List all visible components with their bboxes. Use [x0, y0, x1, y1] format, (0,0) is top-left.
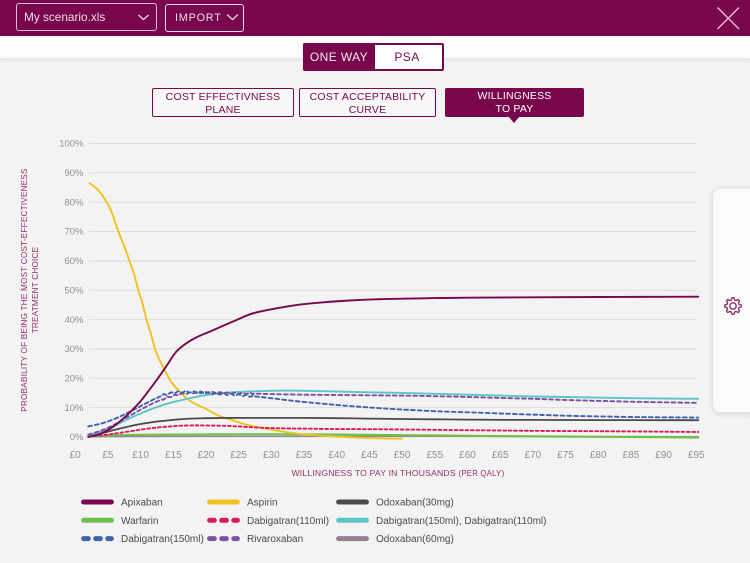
svg-text:Aspirin: Aspirin	[247, 498, 278, 509]
svg-text:Rivaroxaban: Rivaroxaban	[247, 534, 303, 545]
svg-text:10%: 10%	[64, 403, 84, 414]
svg-text:90%: 90%	[64, 168, 84, 179]
svg-text:60%: 60%	[64, 256, 84, 267]
svg-text:50%: 50%	[64, 285, 84, 296]
svg-text:WILLINGNESS TO PAY IN THOUSAND: WILLINGNESS TO PAY IN THOUSANDS (PER QAL…	[291, 468, 504, 478]
svg-text:£85: £85	[623, 450, 640, 461]
svg-text:£55: £55	[426, 450, 443, 461]
svg-text:£30: £30	[263, 450, 280, 461]
svg-text:Dabigatran(150ml): Dabigatran(150ml)	[121, 534, 204, 545]
svg-text:£45: £45	[361, 450, 378, 461]
svg-text:Dabigatran(150ml), Dabigatran(: Dabigatran(150ml), Dabigatran(110ml)	[376, 516, 546, 527]
svg-text:£80: £80	[590, 450, 607, 461]
svg-text:0%: 0%	[70, 432, 84, 443]
svg-text:Apixaban: Apixaban	[121, 498, 163, 509]
svg-text:20%: 20%	[64, 374, 84, 385]
svg-text:PROBABILITY OF BEING THE MOST: PROBABILITY OF BEING THE MOST COST-EFFEC…	[20, 168, 40, 412]
svg-text:£50: £50	[394, 450, 411, 461]
svg-text:£60: £60	[459, 450, 476, 461]
svg-text:40%: 40%	[64, 315, 84, 326]
svg-text:£75: £75	[557, 450, 574, 461]
svg-text:£5: £5	[102, 450, 114, 461]
svg-text:£20: £20	[198, 450, 215, 461]
svg-text:£15: £15	[165, 450, 182, 461]
svg-text:£10: £10	[132, 450, 149, 461]
svg-text:30%: 30%	[64, 344, 84, 355]
svg-text:Odoxaban(60mg): Odoxaban(60mg)	[376, 534, 454, 545]
svg-text:£25: £25	[230, 450, 247, 461]
svg-text:£70: £70	[525, 450, 542, 461]
svg-text:£90: £90	[655, 450, 672, 461]
svg-text:£35: £35	[296, 450, 313, 461]
svg-text:£40: £40	[328, 450, 345, 461]
svg-text:Dabigatran(110ml): Dabigatran(110ml)	[247, 516, 329, 527]
svg-text:Warfarin: Warfarin	[121, 516, 158, 527]
svg-text:70%: 70%	[64, 227, 84, 238]
svg-text:£95: £95	[688, 450, 705, 461]
svg-text:Odoxaban(30mg): Odoxaban(30mg)	[376, 498, 454, 509]
svg-text:£0: £0	[70, 450, 82, 461]
svg-text:£65: £65	[492, 450, 509, 461]
svg-text:100%: 100%	[59, 139, 84, 150]
svg-text:80%: 80%	[64, 197, 84, 208]
